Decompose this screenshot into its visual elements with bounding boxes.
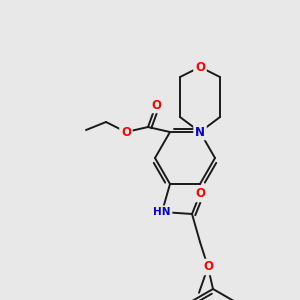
Text: O: O xyxy=(195,61,205,74)
Text: N: N xyxy=(195,125,205,139)
Text: O: O xyxy=(195,188,205,200)
Text: HN: HN xyxy=(153,207,171,217)
Text: O: O xyxy=(121,125,131,139)
Text: O: O xyxy=(151,98,161,112)
Text: O: O xyxy=(203,260,213,274)
